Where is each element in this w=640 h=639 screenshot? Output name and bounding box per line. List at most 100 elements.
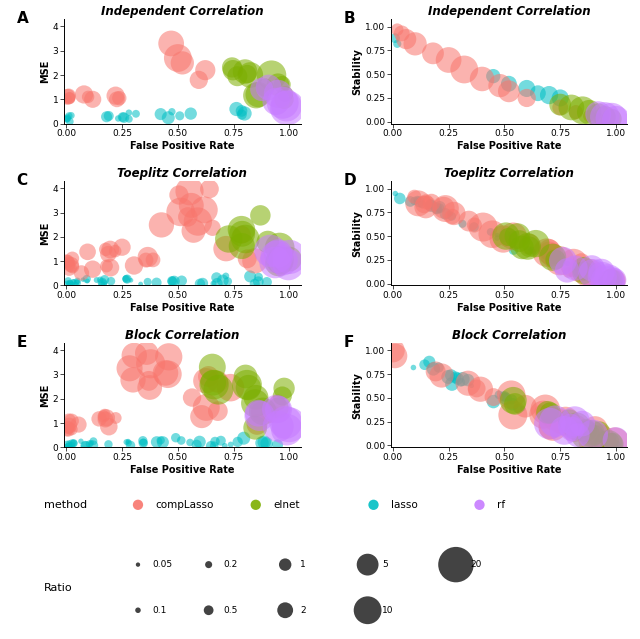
- Point: [588, 429, 598, 440]
- Point: [88, 264, 98, 274]
- Text: method: method: [44, 500, 87, 510]
- Point: [446, 370, 456, 380]
- Point: [265, 245, 275, 256]
- Point: [66, 259, 76, 270]
- Point: [458, 219, 468, 229]
- Point: [228, 65, 238, 75]
- Point: [588, 436, 598, 447]
- Point: [536, 406, 547, 417]
- Point: [593, 110, 604, 120]
- Point: [607, 432, 618, 442]
- Point: [253, 408, 263, 419]
- Point: [435, 203, 445, 213]
- Point: [515, 236, 525, 246]
- Point: [271, 404, 282, 414]
- Title: Independent Correlation: Independent Correlation: [428, 5, 590, 18]
- Point: [561, 418, 571, 428]
- Point: [79, 89, 89, 100]
- Point: [253, 89, 263, 100]
- Point: [555, 102, 565, 112]
- Point: [447, 212, 458, 222]
- Point: [464, 216, 474, 226]
- Point: [177, 275, 187, 286]
- Text: E: E: [17, 335, 27, 350]
- Point: [409, 192, 419, 202]
- Point: [81, 441, 91, 451]
- Point: [589, 430, 599, 440]
- Text: 10: 10: [382, 606, 394, 615]
- Point: [124, 114, 134, 124]
- Point: [500, 394, 511, 404]
- Point: [141, 348, 152, 358]
- Point: [169, 276, 179, 286]
- Point: [593, 114, 604, 124]
- Point: [78, 275, 88, 285]
- Text: C: C: [17, 173, 28, 188]
- Point: [157, 437, 168, 447]
- Point: [237, 241, 247, 251]
- Point: [436, 371, 447, 381]
- Point: [62, 442, 72, 452]
- Point: [216, 436, 226, 446]
- Point: [273, 440, 283, 450]
- Point: [239, 109, 250, 119]
- Point: [503, 232, 513, 242]
- Point: [605, 274, 616, 284]
- Point: [143, 252, 153, 262]
- Point: [196, 412, 207, 422]
- Point: [129, 261, 139, 271]
- Point: [65, 93, 75, 104]
- Point: [397, 28, 407, 38]
- Point: [600, 112, 610, 122]
- Point: [65, 279, 75, 289]
- Point: [273, 404, 284, 415]
- Point: [477, 74, 487, 84]
- Point: [64, 438, 74, 449]
- Point: [425, 199, 435, 210]
- Point: [209, 440, 220, 450]
- Point: [74, 419, 84, 429]
- Point: [550, 254, 561, 265]
- Point: [242, 254, 252, 264]
- Point: [549, 253, 559, 263]
- Point: [545, 419, 555, 429]
- Point: [576, 257, 586, 267]
- Point: [133, 500, 143, 510]
- Point: [123, 436, 133, 447]
- Point: [414, 197, 424, 207]
- Point: [573, 430, 583, 440]
- Point: [390, 189, 401, 199]
- Point: [584, 107, 595, 118]
- Point: [167, 275, 177, 286]
- Point: [573, 265, 584, 275]
- Point: [592, 268, 602, 279]
- Point: [110, 246, 120, 256]
- Point: [62, 279, 72, 289]
- Point: [68, 277, 78, 287]
- Point: [606, 440, 616, 450]
- Point: [207, 222, 218, 233]
- Point: [508, 230, 518, 240]
- Point: [61, 256, 72, 266]
- Point: [97, 277, 108, 288]
- Point: [547, 252, 557, 263]
- Point: [279, 383, 289, 394]
- Point: [523, 245, 533, 256]
- Point: [204, 605, 214, 615]
- Point: [532, 88, 543, 98]
- Point: [67, 424, 77, 435]
- Point: [538, 410, 548, 420]
- Point: [508, 231, 518, 242]
- Point: [572, 421, 582, 431]
- Point: [136, 279, 146, 289]
- Point: [284, 259, 294, 270]
- Point: [438, 203, 449, 213]
- Point: [506, 390, 516, 400]
- Point: [143, 277, 153, 287]
- Point: [124, 363, 134, 373]
- Point: [220, 441, 230, 451]
- Point: [275, 242, 285, 252]
- X-axis label: False Positive Rate: False Positive Rate: [456, 303, 561, 312]
- Point: [61, 114, 72, 125]
- Point: [282, 103, 292, 113]
